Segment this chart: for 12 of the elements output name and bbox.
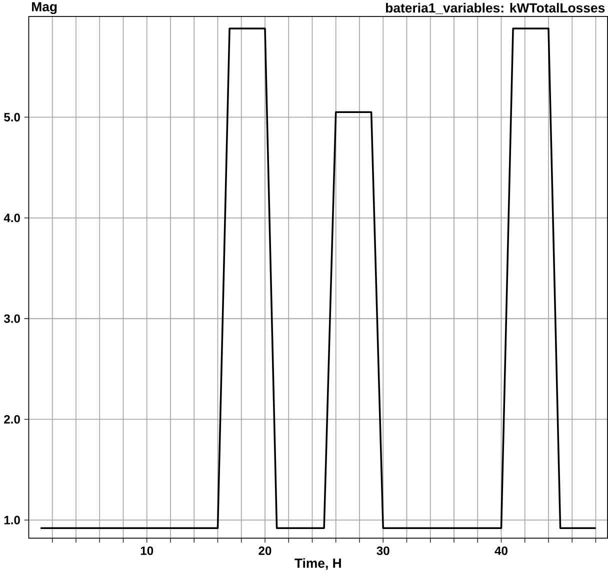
y-tick-label: 5.0: [4, 112, 20, 122]
x-tick-label: 20: [258, 546, 272, 555]
chart-title: bateria1_variables: kWTotalLosses: [386, 2, 605, 14]
x-axis-title: Time, H: [294, 558, 341, 570]
y-tick-label: 4.0: [4, 213, 20, 222]
y-tick-label: 3.0: [4, 314, 20, 323]
x-tick-label: 40: [494, 546, 508, 555]
x-tick-label: 10: [140, 546, 154, 555]
y-tick-label: 1.0: [4, 516, 20, 524]
x-tick-label: 30: [376, 546, 390, 555]
y-axis-title: Mag: [32, 2, 57, 14]
y-tick-label: 2.0: [4, 414, 20, 424]
